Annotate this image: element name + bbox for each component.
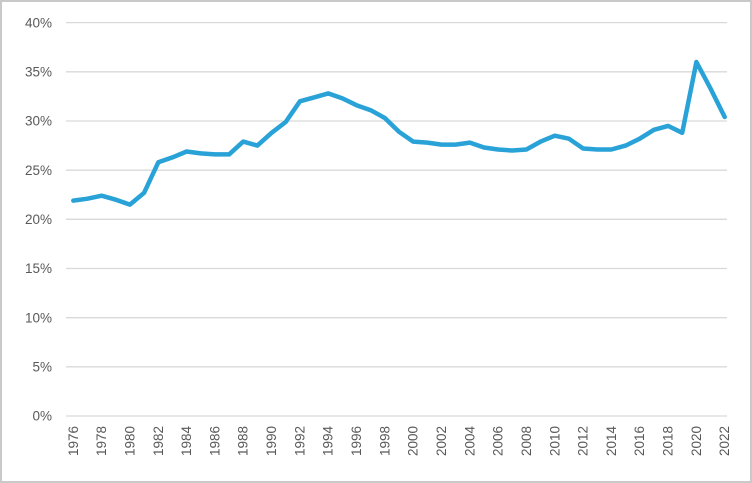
x-axis-tick-label: 2018 (661, 426, 676, 456)
x-axis-tick-label: 1984 (179, 426, 194, 457)
y-axis-tick-label: 30% (25, 114, 52, 129)
x-axis-tick-label: 2000 (406, 426, 421, 456)
y-axis-tick-label: 25% (25, 163, 52, 178)
x-axis-tick-label: 2016 (632, 426, 647, 456)
x-axis-tick-label: 2004 (462, 426, 477, 457)
x-axis-tick-label: 2002 (434, 426, 449, 456)
x-axis-tick-label: 1996 (349, 426, 364, 456)
x-axis-tick-label: 1986 (207, 426, 222, 456)
y-axis-tick-label: 5% (32, 360, 52, 375)
x-axis-tick-label: 2022 (717, 426, 732, 456)
x-axis-tick-label: 1982 (151, 426, 166, 456)
x-axis-tick-label: 1988 (236, 426, 251, 456)
y-axis-tick-label: 0% (32, 409, 52, 424)
y-axis-tick-label: 10% (25, 310, 52, 325)
x-axis-tick-label: 1976 (66, 426, 81, 456)
x-axis-tick-label: 2012 (576, 426, 591, 456)
x-axis-tick-label: 2006 (491, 426, 506, 456)
x-axis-tick-label: 2014 (604, 426, 619, 457)
x-axis-tick-label: 1992 (292, 426, 307, 456)
y-axis-tick-label: 40% (25, 15, 52, 30)
x-axis-tick-label: 1990 (264, 426, 279, 456)
x-axis-tick-label: 2008 (519, 426, 534, 456)
y-axis-tick-label: 15% (25, 261, 52, 276)
x-axis-tick-label: 2020 (689, 426, 704, 456)
x-axis-tick-label: 1980 (122, 426, 137, 456)
x-axis-tick-label: 1978 (94, 426, 109, 456)
x-axis-tick-label: 1998 (377, 426, 392, 456)
data-series-line (71, 59, 727, 207)
y-axis-tick-label: 35% (25, 65, 52, 80)
x-axis-tick-label: 2010 (547, 426, 562, 456)
y-axis-tick-label: 20% (25, 212, 52, 227)
x-axis-tick-label: 1994 (321, 426, 336, 457)
